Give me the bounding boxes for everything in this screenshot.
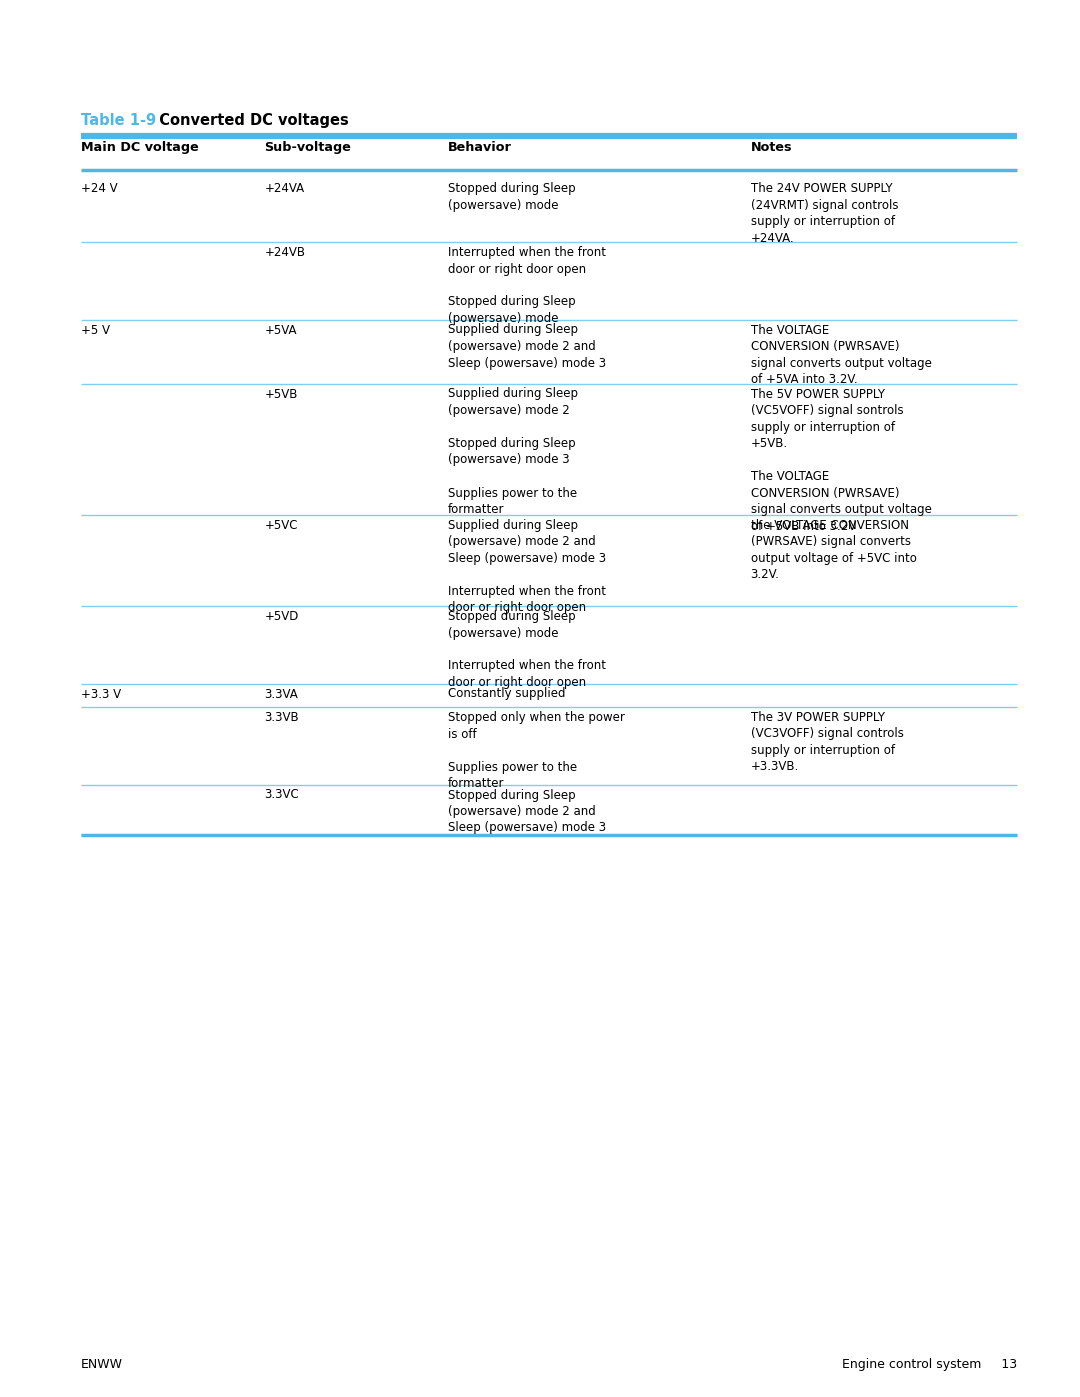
Text: The 5V POWER SUPPLY
(VC5VOFF) signal sontrols
supply or interruption of
+5VB.

T: The 5V POWER SUPPLY (VC5VOFF) signal son…: [751, 387, 931, 532]
Text: Stopped during Sleep
(powersave) mode: Stopped during Sleep (powersave) mode: [448, 182, 576, 211]
Text: +5VC: +5VC: [265, 520, 298, 532]
Text: +5VA: +5VA: [265, 324, 297, 337]
Text: Converted DC voltages: Converted DC voltages: [149, 113, 349, 129]
Text: Behavior: Behavior: [448, 141, 512, 154]
Text: +3.3 V: +3.3 V: [81, 687, 121, 700]
Text: Constantly supplied: Constantly supplied: [448, 687, 566, 700]
Text: Interrupted when the front
door or right door open

Stopped during Sleep
(powers: Interrupted when the front door or right…: [448, 246, 606, 326]
Text: +24 V: +24 V: [81, 182, 118, 196]
Text: Engine control system     13: Engine control system 13: [842, 1358, 1017, 1370]
Text: Sub-voltage: Sub-voltage: [265, 141, 351, 154]
Text: Table 1-9: Table 1-9: [81, 113, 157, 129]
Text: The 24V POWER SUPPLY
(24VRMT) signal controls
supply or interruption of
+24VA.: The 24V POWER SUPPLY (24VRMT) signal con…: [751, 182, 899, 244]
Text: Stopped during Sleep
(powersave) mode

Interrupted when the front
door or right : Stopped during Sleep (powersave) mode In…: [448, 610, 606, 689]
Text: ENWW: ENWW: [81, 1358, 123, 1370]
Text: +24VA: +24VA: [265, 182, 305, 196]
Text: +5 V: +5 V: [81, 324, 110, 337]
Text: Supplied during Sleep
(powersave) mode 2 and
Sleep (powersave) mode 3: Supplied during Sleep (powersave) mode 2…: [448, 324, 606, 369]
Text: +5VB: +5VB: [265, 387, 298, 401]
Text: Stopped during Sleep
(powersave) mode 2 and
Sleep (powersave) mode 3: Stopped during Sleep (powersave) mode 2 …: [448, 788, 606, 834]
Text: The 3V POWER SUPPLY
(VC3VOFF) signal controls
supply or interruption of
+3.3VB.: The 3V POWER SUPPLY (VC3VOFF) signal con…: [751, 711, 904, 774]
Text: Supplied during Sleep
(powersave) mode 2 and
Sleep (powersave) mode 3

Interrupt: Supplied during Sleep (powersave) mode 2…: [448, 520, 606, 615]
Text: Main DC voltage: Main DC voltage: [81, 141, 199, 154]
Text: The VOLTAGE
CONVERSION (PWRSAVE)
signal converts output voltage
of +5VA into 3.2: The VOLTAGE CONVERSION (PWRSAVE) signal …: [751, 324, 931, 386]
Text: 3.3VA: 3.3VA: [265, 687, 298, 700]
Text: +5VD: +5VD: [265, 610, 299, 623]
Text: Notes: Notes: [751, 141, 792, 154]
Text: the VOLTAGE CONVERSION
(PWRSAVE) signal converts
output voltage of +5VC into
3.2: the VOLTAGE CONVERSION (PWRSAVE) signal …: [751, 520, 917, 581]
Text: Supplied during Sleep
(powersave) mode 2

Stopped during Sleep
(powersave) mode : Supplied during Sleep (powersave) mode 2…: [448, 387, 578, 515]
Text: 3.3VB: 3.3VB: [265, 711, 299, 724]
Text: Stopped only when the power
is off

Supplies power to the
formatter: Stopped only when the power is off Suppl…: [448, 711, 625, 789]
Text: 3.3VC: 3.3VC: [265, 788, 299, 802]
Text: +24VB: +24VB: [265, 246, 306, 258]
